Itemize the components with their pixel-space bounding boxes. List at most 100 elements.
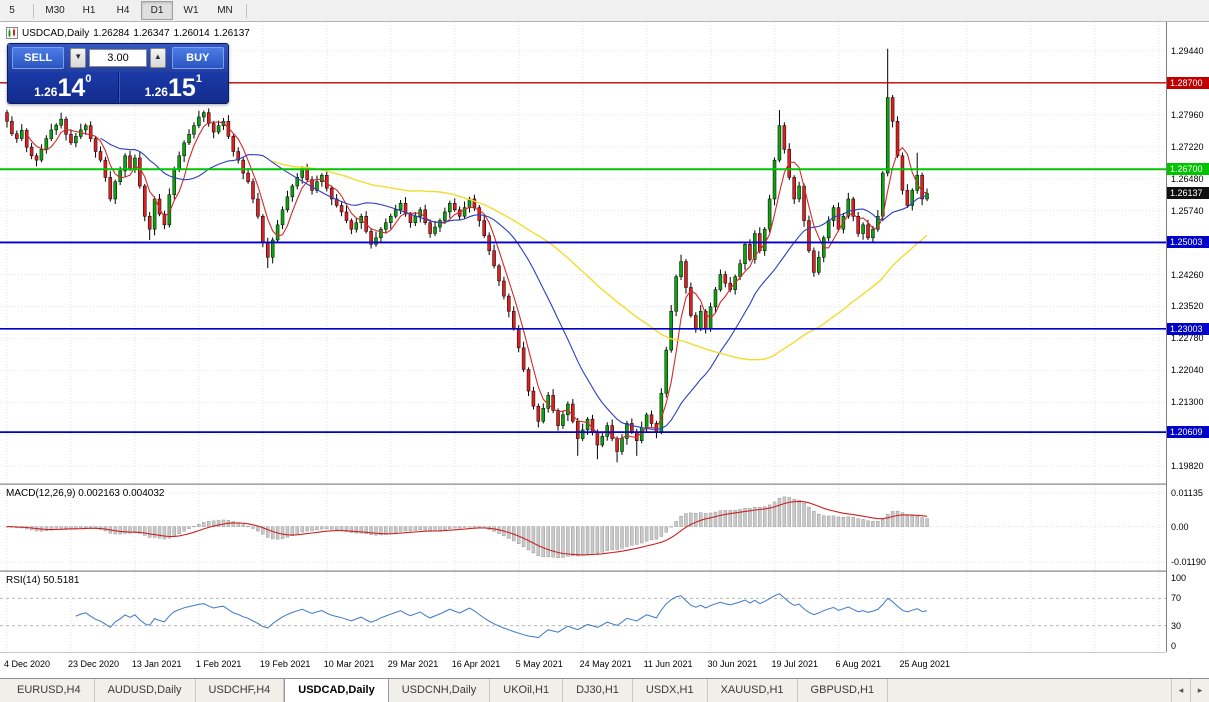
price-level-label[interactable]: 1.20609	[1167, 426, 1209, 439]
price-level-label[interactable]: 1.23003	[1167, 322, 1209, 335]
chart-tab[interactable]: USDX,H1	[633, 679, 708, 702]
sell-price-display[interactable]: 1.26 14 0	[8, 72, 118, 103]
ma-medium	[100, 137, 928, 431]
time-axis-label: 4 Dec 2020	[4, 659, 51, 669]
macd-axis-label: 0.01135	[1171, 487, 1203, 498]
one-click-price-row: 1.26 14 0 1.26 15 1	[8, 72, 228, 103]
buy-price-display[interactable]: 1.26 15 1	[119, 72, 229, 103]
pane-splitter[interactable]	[0, 570, 1209, 572]
price-axis-label: 1.27220	[1171, 141, 1204, 152]
time-axis-label: 30 Jun 2021	[707, 659, 758, 669]
chart-region[interactable]: USDCAD,Daily 1.26284 1.26347 1.26014 1.2…	[0, 22, 1209, 679]
ohlc-close: 1.26137	[213, 27, 250, 39]
price-axis-label: 1.29440	[1171, 45, 1204, 56]
rsi-axis-label: 0	[1171, 641, 1177, 651]
rsi-indicator-label: RSI(14) 50.5181	[6, 575, 80, 586]
chart-tab[interactable]: AUDUSD,Daily	[95, 679, 196, 702]
price-axis-label: 1.25740	[1171, 205, 1204, 216]
price-axis-label: 1.22780	[1171, 333, 1204, 344]
chart-icon	[6, 27, 18, 39]
time-axis-label: 23 Dec 2020	[67, 659, 119, 669]
tab-scroll-left-button[interactable]: ◂	[1171, 679, 1190, 702]
price-axis-label: 1.26480	[1171, 173, 1204, 184]
time-axis-label: 19 Feb 2021	[259, 659, 311, 669]
price-level-label[interactable]: 1.28700	[1167, 76, 1209, 89]
chart-tab[interactable]: DJ30,H1	[563, 679, 633, 702]
volume-increase-button[interactable]: ▲	[150, 48, 166, 68]
price-divider	[117, 72, 119, 103]
chart-tab[interactable]: USDCAD,Daily	[284, 679, 389, 702]
timeframe-button-5[interactable]: 5	[9, 5, 15, 16]
time-axis-label: 25 Aug 2021	[899, 659, 950, 669]
time-axis[interactable]: 4 Dec 2020 23 Dec 2020 13 Jan 2021 1 Feb 20…	[0, 652, 1166, 679]
time-axis-label: 19 Jul 2021	[771, 659, 819, 669]
buy-price-big: 15	[167, 74, 196, 102]
time-axis-label: 24 May 2021	[579, 659, 632, 669]
price-level-label[interactable]: 1.26700	[1167, 163, 1209, 176]
macd-axis-label: 0.00	[1171, 521, 1189, 532]
chart-tab[interactable]: EURUSD,H4	[4, 679, 95, 702]
price-axis[interactable]: 1.29440 1.27960 1.27220 1.26480 1.25740 1.242…	[1166, 22, 1209, 652]
chart-tab[interactable]: UKOil,H1	[490, 679, 564, 702]
toolbar-separator	[246, 3, 247, 18]
price-axis-label: 1.19820	[1171, 461, 1204, 472]
sell-price-sup: 0	[85, 73, 92, 85]
timeframe-button-h1[interactable]: H1	[82, 5, 96, 16]
ohlc-open: 1.26284	[93, 27, 130, 39]
toolbar-separator	[33, 3, 34, 18]
volume-decrease-button[interactable]: ▼	[70, 48, 86, 68]
price-axis-label: 1.23520	[1171, 301, 1204, 312]
rsi-pane-canvas[interactable]	[0, 572, 1166, 652]
buy-price-sup: 1	[195, 73, 202, 85]
timeframe-button-w1[interactable]: W1	[183, 5, 199, 16]
chart-tab[interactable]: USDCNH,Daily	[389, 679, 491, 702]
chart-tabs: EURUSD,H4 AUDUSD,Daily USDCHF,H4 USDCAD,Dai…	[0, 679, 1171, 702]
price-axis-label: 1.21300	[1171, 397, 1204, 408]
pane-splitter[interactable]	[0, 483, 1209, 485]
price-level-label[interactable]: 1.25003	[1167, 236, 1209, 249]
ohlc-low: 1.26014	[173, 27, 210, 39]
sell-price-small: 1.26	[34, 85, 58, 99]
chart-symbol-label: USDCAD,Daily	[22, 27, 90, 39]
time-axis-label: 11 Jun 2021	[643, 659, 693, 669]
rsi-axis-label: 30	[1171, 620, 1182, 631]
buy-price-small: 1.26	[144, 85, 168, 99]
chart-tab[interactable]: XAUUSD,H1	[708, 679, 798, 702]
chart-tab[interactable]: USDCHF,H4	[196, 679, 285, 702]
chart-tab-bar: EURUSD,H4 AUDUSD,Daily USDCHF,H4 USDCAD,Dai…	[0, 678, 1209, 702]
macd-signal-line	[6, 500, 928, 556]
macd-indicator-label: MACD(12,26,9) 0.002163 0.004032	[6, 488, 165, 499]
price-axis-label: 1.24260	[1171, 269, 1204, 280]
timeframe-button-mn[interactable]: MN	[217, 5, 233, 16]
volume-input[interactable]	[89, 49, 147, 67]
one-click-top-row: SELL ▼ ▲ BUY	[8, 44, 228, 72]
macd-pane-canvas[interactable]	[0, 485, 1166, 570]
tab-scroll-right-button[interactable]: ▸	[1190, 679, 1209, 702]
chart-tab[interactable]: GBPUSD,H1	[798, 679, 889, 702]
timeframe-toolbar: 5 M30 H1 H4 D1 W1 MN	[0, 0, 1209, 22]
price-axis-label: 1.22040	[1171, 365, 1204, 376]
timeframe-button-h4[interactable]: H4	[116, 5, 130, 16]
rsi-axis-label: 100	[1171, 573, 1187, 583]
ma-slow	[272, 160, 928, 361]
time-axis-label: 1 Feb 2021	[195, 659, 242, 669]
chart-ohlc-header: USDCAD,Daily 1.26284 1.26347 1.26014 1.2…	[6, 27, 250, 39]
time-axis-label: 5 May 2021	[515, 659, 563, 669]
time-axis-label: 13 Jan 2021	[131, 659, 182, 669]
ohlc-high: 1.26347	[133, 27, 170, 39]
price-level-label: 1.26137	[1167, 187, 1209, 200]
timeframe-button-m30[interactable]: M30	[45, 5, 65, 16]
rsi-line	[75, 593, 928, 639]
sell-price-big: 14	[57, 74, 86, 102]
candles-layer	[5, 48, 929, 463]
time-axis-label: 6 Aug 2021	[835, 659, 882, 669]
price-axis-label: 1.27960	[1171, 109, 1204, 120]
timeframe-button-d1[interactable]: D1	[141, 1, 173, 20]
buy-button[interactable]: BUY	[171, 47, 224, 69]
time-axis-label: 10 Mar 2021	[323, 659, 375, 669]
sell-button[interactable]: SELL	[12, 47, 65, 69]
main-chart-canvas[interactable]	[0, 22, 1166, 483]
rsi-axis-label: 70	[1171, 593, 1182, 604]
